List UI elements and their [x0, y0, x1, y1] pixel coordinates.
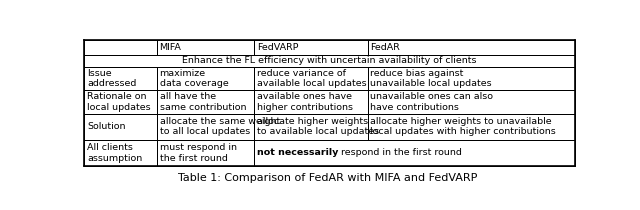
Text: unavailable ones can also
have contributions: unavailable ones can also have contribut… — [371, 92, 493, 112]
Text: FedVARP: FedVARP — [257, 43, 298, 52]
Text: reduce variance of
available local updates: reduce variance of available local updat… — [257, 69, 366, 88]
Text: respond in the first round: respond in the first round — [338, 148, 462, 157]
Text: Table 1: Comparison of FedAR with MIFA and FedVARP: Table 1: Comparison of FedAR with MIFA a… — [179, 173, 477, 183]
Text: allocate higher weights
to available local updates: allocate higher weights to available loc… — [257, 117, 379, 136]
Text: reduce bias against
unavailable local updates: reduce bias against unavailable local up… — [371, 69, 492, 88]
Text: allocate higher weights to unavailable
local updates with higher contributions: allocate higher weights to unavailable l… — [371, 117, 556, 136]
Text: not necessarily: not necessarily — [257, 148, 338, 157]
Text: maximize
data coverage: maximize data coverage — [159, 69, 228, 88]
Text: Solution: Solution — [87, 122, 125, 131]
Text: MIFA: MIFA — [159, 43, 181, 52]
Text: All clients
assumption: All clients assumption — [87, 143, 142, 163]
Text: all have the
same contribution: all have the same contribution — [159, 92, 246, 112]
Text: Issue
addressed: Issue addressed — [87, 69, 136, 88]
Text: must respond in
the first round: must respond in the first round — [159, 143, 237, 163]
Text: allocate the same weight
to all local updates: allocate the same weight to all local up… — [159, 117, 280, 136]
Text: Rationale on
local updates: Rationale on local updates — [87, 92, 150, 112]
Text: Enhance the FL efficiency with uncertain availability of clients: Enhance the FL efficiency with uncertain… — [182, 56, 477, 65]
Text: FedAR: FedAR — [371, 43, 401, 52]
Text: available ones have
higher contributions: available ones have higher contributions — [257, 92, 353, 112]
